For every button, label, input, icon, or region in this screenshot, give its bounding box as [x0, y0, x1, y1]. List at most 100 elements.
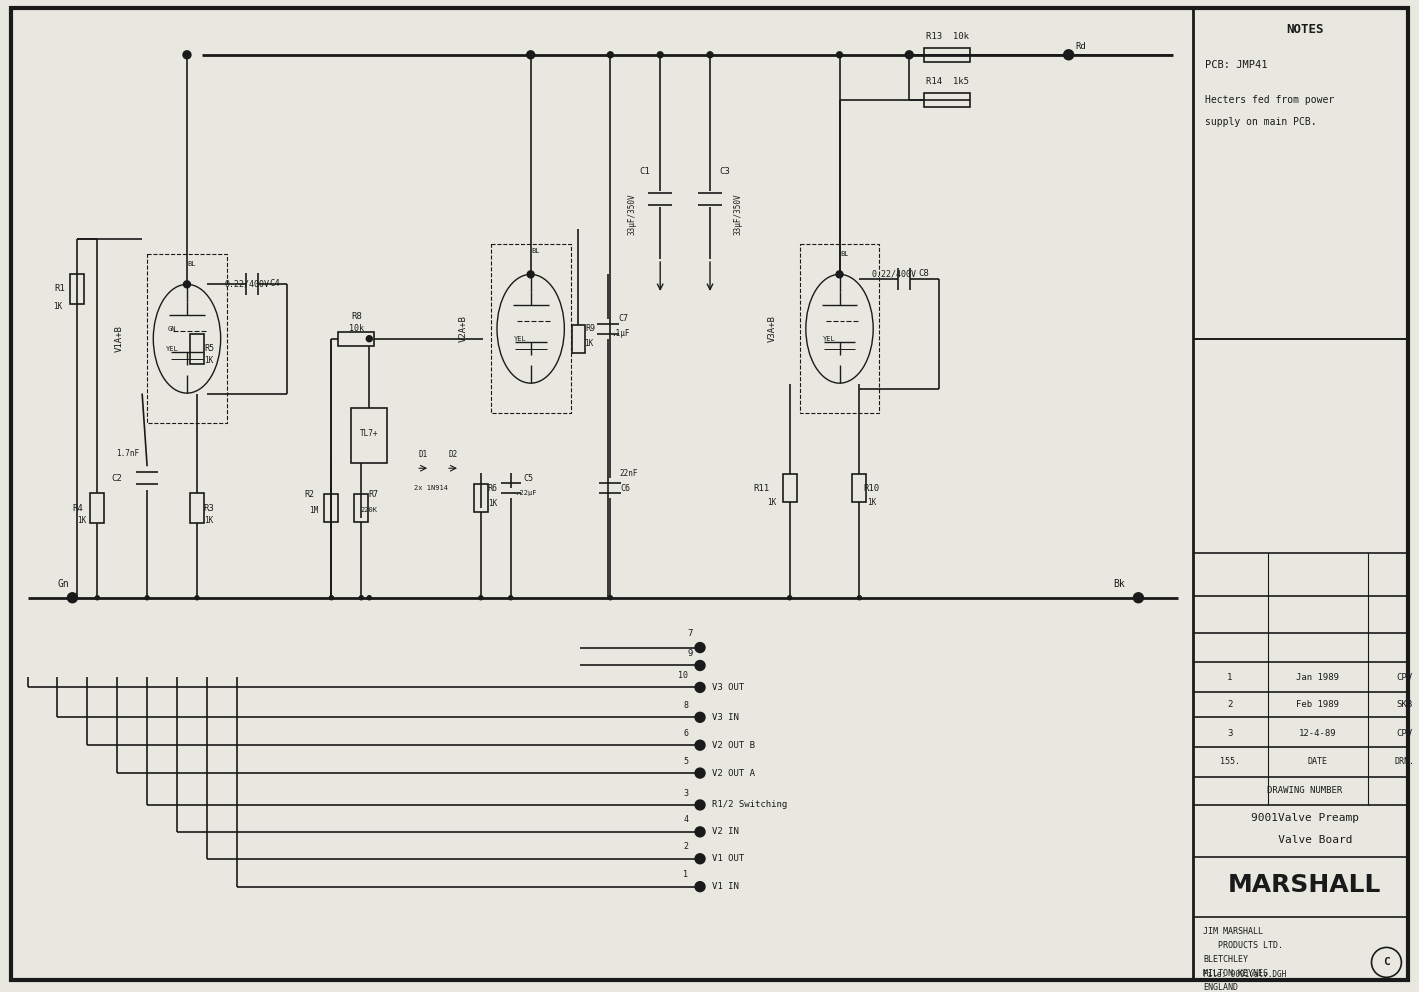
Bar — [800, 244, 880, 414]
Text: BL: BL — [531, 248, 539, 254]
Bar — [572, 324, 586, 353]
Text: 7: 7 — [687, 629, 692, 638]
Text: YEL: YEL — [514, 335, 526, 341]
Text: 1: 1 — [683, 870, 688, 879]
Text: 4: 4 — [683, 815, 688, 824]
Text: ENGLAND: ENGLAND — [1203, 983, 1239, 992]
Text: BL: BL — [840, 251, 849, 257]
Text: 0.22/400V: 0.22/400V — [224, 280, 270, 289]
Text: C6: C6 — [620, 484, 630, 493]
Text: Hecters fed from power: Hecters fed from power — [1205, 94, 1334, 104]
Circle shape — [695, 882, 705, 892]
Text: JIM MARSHALL: JIM MARSHALL — [1203, 927, 1263, 936]
Circle shape — [837, 52, 843, 58]
Text: R8: R8 — [350, 312, 362, 321]
Text: YEL: YEL — [166, 345, 179, 352]
Circle shape — [836, 271, 843, 278]
Text: R7: R7 — [369, 490, 379, 499]
Text: 1: 1 — [1227, 673, 1233, 682]
Bar — [338, 331, 375, 345]
Circle shape — [695, 800, 705, 809]
Circle shape — [145, 596, 149, 600]
Circle shape — [183, 281, 190, 288]
Bar — [491, 244, 570, 414]
Text: V1 IN: V1 IN — [712, 882, 739, 891]
Bar — [91, 493, 104, 523]
Text: 1K: 1K — [768, 498, 776, 507]
Text: R1: R1 — [54, 285, 65, 294]
Text: C4: C4 — [270, 280, 280, 289]
Text: R10: R10 — [863, 484, 880, 493]
Circle shape — [329, 596, 333, 600]
Text: TL7+: TL7+ — [360, 429, 379, 437]
Text: R1/2 Switching: R1/2 Switching — [712, 801, 788, 809]
Circle shape — [788, 596, 792, 600]
Text: R2: R2 — [305, 490, 315, 499]
Bar — [190, 493, 204, 523]
Bar — [148, 254, 227, 424]
Text: 1K: 1K — [204, 516, 213, 525]
Circle shape — [509, 596, 512, 600]
Text: V1A+B: V1A+B — [115, 325, 123, 352]
Circle shape — [707, 52, 712, 58]
Text: 33μF/350V: 33μF/350V — [627, 193, 637, 235]
Text: V3A+B: V3A+B — [768, 315, 776, 342]
Text: 6: 6 — [683, 729, 688, 738]
Text: supply on main PCB.: supply on main PCB. — [1205, 116, 1317, 127]
Bar — [783, 474, 796, 502]
Bar — [190, 333, 204, 364]
Text: C2: C2 — [112, 474, 122, 483]
Text: Bk: Bk — [1114, 578, 1125, 589]
Circle shape — [528, 271, 534, 278]
Text: .1μF: .1μF — [612, 329, 630, 338]
Text: 1K: 1K — [867, 498, 876, 507]
Text: V2A+B: V2A+B — [458, 315, 467, 342]
Text: R9: R9 — [586, 324, 596, 333]
Text: 10: 10 — [678, 671, 688, 680]
Circle shape — [695, 854, 705, 864]
Text: V1 OUT: V1 OUT — [712, 854, 744, 863]
Ellipse shape — [806, 275, 873, 383]
Text: 0.22/400V: 0.22/400V — [871, 270, 917, 279]
Text: V2 OUT A: V2 OUT A — [712, 769, 755, 778]
Text: C: C — [1384, 957, 1389, 967]
Text: BL: BL — [187, 261, 196, 267]
Text: DRN.: DRN. — [1395, 757, 1415, 766]
Text: R13  10k: R13 10k — [925, 33, 969, 42]
Circle shape — [695, 740, 705, 750]
Bar — [352, 409, 387, 463]
Text: C7: C7 — [619, 314, 629, 323]
Circle shape — [607, 52, 613, 58]
Text: Valve Board: Valve Board — [1257, 835, 1352, 845]
Text: Feb 1989: Feb 1989 — [1296, 699, 1340, 709]
Text: R4: R4 — [72, 504, 82, 513]
Text: D2: D2 — [448, 449, 457, 458]
Text: MARSHALL: MARSHALL — [1227, 873, 1382, 897]
Text: 155.: 155. — [1220, 757, 1240, 766]
Circle shape — [1064, 51, 1073, 59]
Circle shape — [526, 51, 535, 59]
Circle shape — [359, 596, 363, 600]
Bar — [71, 274, 84, 304]
Circle shape — [657, 52, 663, 58]
Text: 3: 3 — [683, 789, 688, 798]
Circle shape — [609, 596, 613, 600]
Bar — [474, 484, 488, 512]
Circle shape — [366, 335, 372, 341]
Text: Rd: Rd — [1076, 43, 1086, 52]
Text: 5: 5 — [683, 757, 688, 766]
Text: NOTES: NOTES — [1286, 24, 1324, 37]
Text: C3: C3 — [719, 167, 731, 176]
Bar — [853, 474, 867, 502]
Circle shape — [1134, 593, 1144, 603]
Circle shape — [183, 51, 192, 59]
Text: R5: R5 — [204, 344, 214, 353]
Text: 9: 9 — [687, 649, 692, 658]
Text: 22nF: 22nF — [619, 468, 637, 478]
Circle shape — [194, 596, 199, 600]
Text: 220K: 220K — [360, 507, 377, 513]
Text: R11: R11 — [753, 484, 771, 493]
Text: C8: C8 — [920, 270, 929, 279]
Circle shape — [695, 827, 705, 837]
Text: File: 9001valv.DGH: File: 9001valv.DGH — [1203, 970, 1287, 979]
